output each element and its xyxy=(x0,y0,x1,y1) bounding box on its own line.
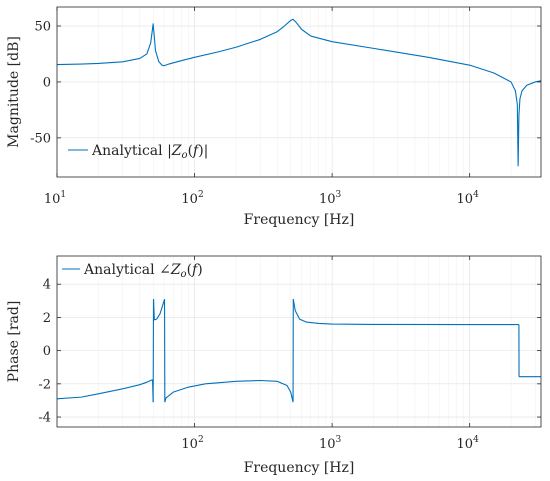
magnitude-legend-label: Analytical |Zo(f)| xyxy=(91,143,208,161)
phase-y-axis-label: Phase [rad] xyxy=(6,301,22,383)
phase-legend-label: Analytical ∠Zo(f) xyxy=(83,262,203,280)
y-tick-label: 2 xyxy=(43,311,51,326)
y-tick-label: 0 xyxy=(43,344,51,359)
x-tick-label: 103 xyxy=(319,435,342,452)
magnitude-axes-frame xyxy=(56,6,542,178)
magnitude-tick-labels: 101 102 103 104 50 0 -50 xyxy=(30,7,541,207)
y-tick-label: 4 xyxy=(43,278,51,293)
phase-x-axis-label: Frequency [Hz] xyxy=(244,460,355,476)
magnitude-legend: Analytical |Zo(f)| xyxy=(68,143,208,161)
y-tick-label: -2 xyxy=(38,377,51,392)
x-tick-label: 103 xyxy=(319,190,342,207)
magnitude-panel: 101 102 103 104 50 0 -50 Frequency [Hz] Magnit… xyxy=(6,6,542,228)
phase-legend: Analytical ∠Zo(f) xyxy=(62,262,203,280)
phase-tick-labels: 102 103 104 4 2 0 -2 -4 xyxy=(38,256,541,452)
x-tick-label: 102 xyxy=(181,190,203,207)
phase-axes-frame xyxy=(56,255,542,428)
y-tick-label: -50 xyxy=(30,131,51,146)
series-line xyxy=(56,379,153,400)
phase-plot-area xyxy=(56,299,541,403)
x-tick-label: 104 xyxy=(457,435,480,452)
x-tick-label: 104 xyxy=(457,190,480,207)
y-tick-label: 0 xyxy=(43,75,51,90)
magnitude-minor-grid xyxy=(98,7,536,177)
y-tick-label: -4 xyxy=(38,411,51,426)
phase-major-grid xyxy=(56,256,541,427)
series-line xyxy=(164,379,294,403)
y-tick-label: 50 xyxy=(34,20,51,35)
magnitude-plot-area xyxy=(56,18,542,167)
series-line xyxy=(56,18,542,167)
series-line xyxy=(152,299,166,321)
x-tick-label: 102 xyxy=(181,435,203,452)
magnitude-y-axis-label: Magnitude [dB] xyxy=(6,36,22,148)
phase-panel: 102 103 104 4 2 0 -2 -4 Frequency [Hz] Phase [r… xyxy=(6,255,542,476)
x-tick-label: 101 xyxy=(44,190,66,207)
magnitude-x-axis-label: Frequency [Hz] xyxy=(244,212,355,228)
series-line xyxy=(292,299,519,326)
